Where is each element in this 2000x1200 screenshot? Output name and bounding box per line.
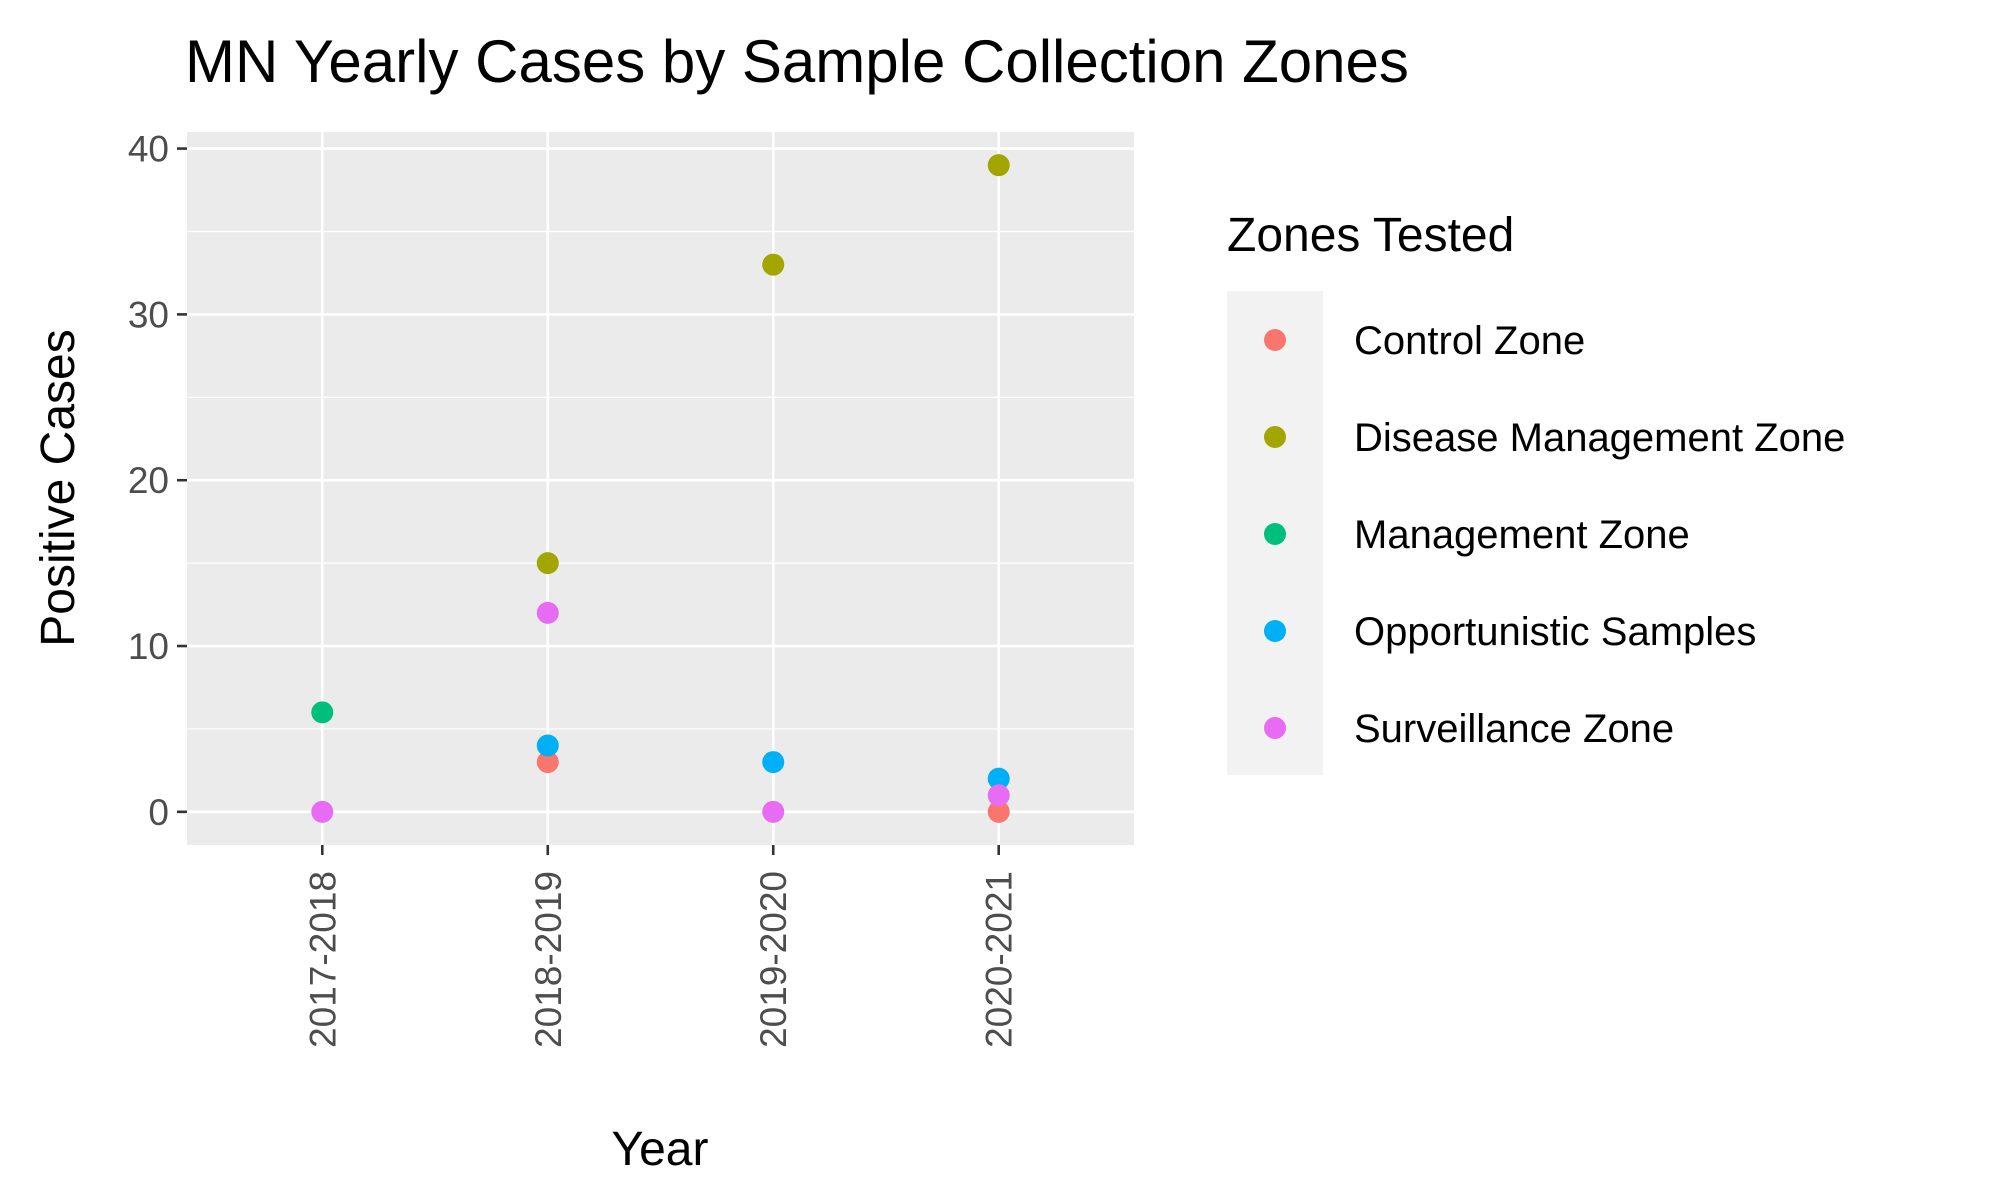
y-tick-label: 30 [128,294,169,335]
legend-key [1264,717,1286,739]
data-point [987,154,1010,177]
data-point [311,701,334,724]
x-tick-label: 2018-2019 [528,871,569,1048]
y-tick-label: 40 [128,129,169,170]
x-axis-label: Year [612,1123,709,1176]
data-point [762,253,785,276]
data-point [762,751,785,774]
chart-title: MN Yearly Cases by Sample Collection Zon… [185,28,1409,95]
legend-key [1264,329,1286,351]
data-points [311,154,1010,823]
y-tick-label: 0 [148,792,169,833]
data-point [987,767,1010,790]
legend: Zones Tested Control Zone Disease Managem… [1227,209,1845,775]
x-tick-label: 2017-2018 [302,871,343,1048]
legend-key [1264,523,1286,545]
data-point [311,800,334,823]
data-point [536,751,559,774]
data-point [762,800,785,823]
data-point [536,552,559,575]
plot-panel [187,132,1134,845]
x-tick-label: 2020-2021 [979,871,1020,1048]
y-axis: 0 10 20 30 40 [128,129,187,833]
data-point [536,601,559,624]
legend-label: Control Zone [1354,319,1585,363]
y-axis-label: Positive Cases [32,329,85,646]
legend-label: Disease Management Zone [1354,416,1845,460]
legend-label: Opportunistic Samples [1354,610,1756,654]
x-axis: 2017-2018 2018-2019 2019-2020 2020-2021 [302,845,1020,1048]
legend-key [1264,620,1286,642]
legend-title: Zones Tested [1227,209,1514,262]
data-point [536,734,559,757]
data-point [987,784,1010,807]
legend-label: Surveillance Zone [1354,707,1674,751]
y-tick-label: 20 [128,460,169,501]
legend-label: Management Zone [1354,513,1690,557]
y-tick-label: 10 [128,626,169,667]
x-tick-label: 2019-2020 [753,871,794,1048]
legend-key [1264,426,1286,448]
grid-lines [187,132,1134,845]
data-point [987,800,1010,823]
